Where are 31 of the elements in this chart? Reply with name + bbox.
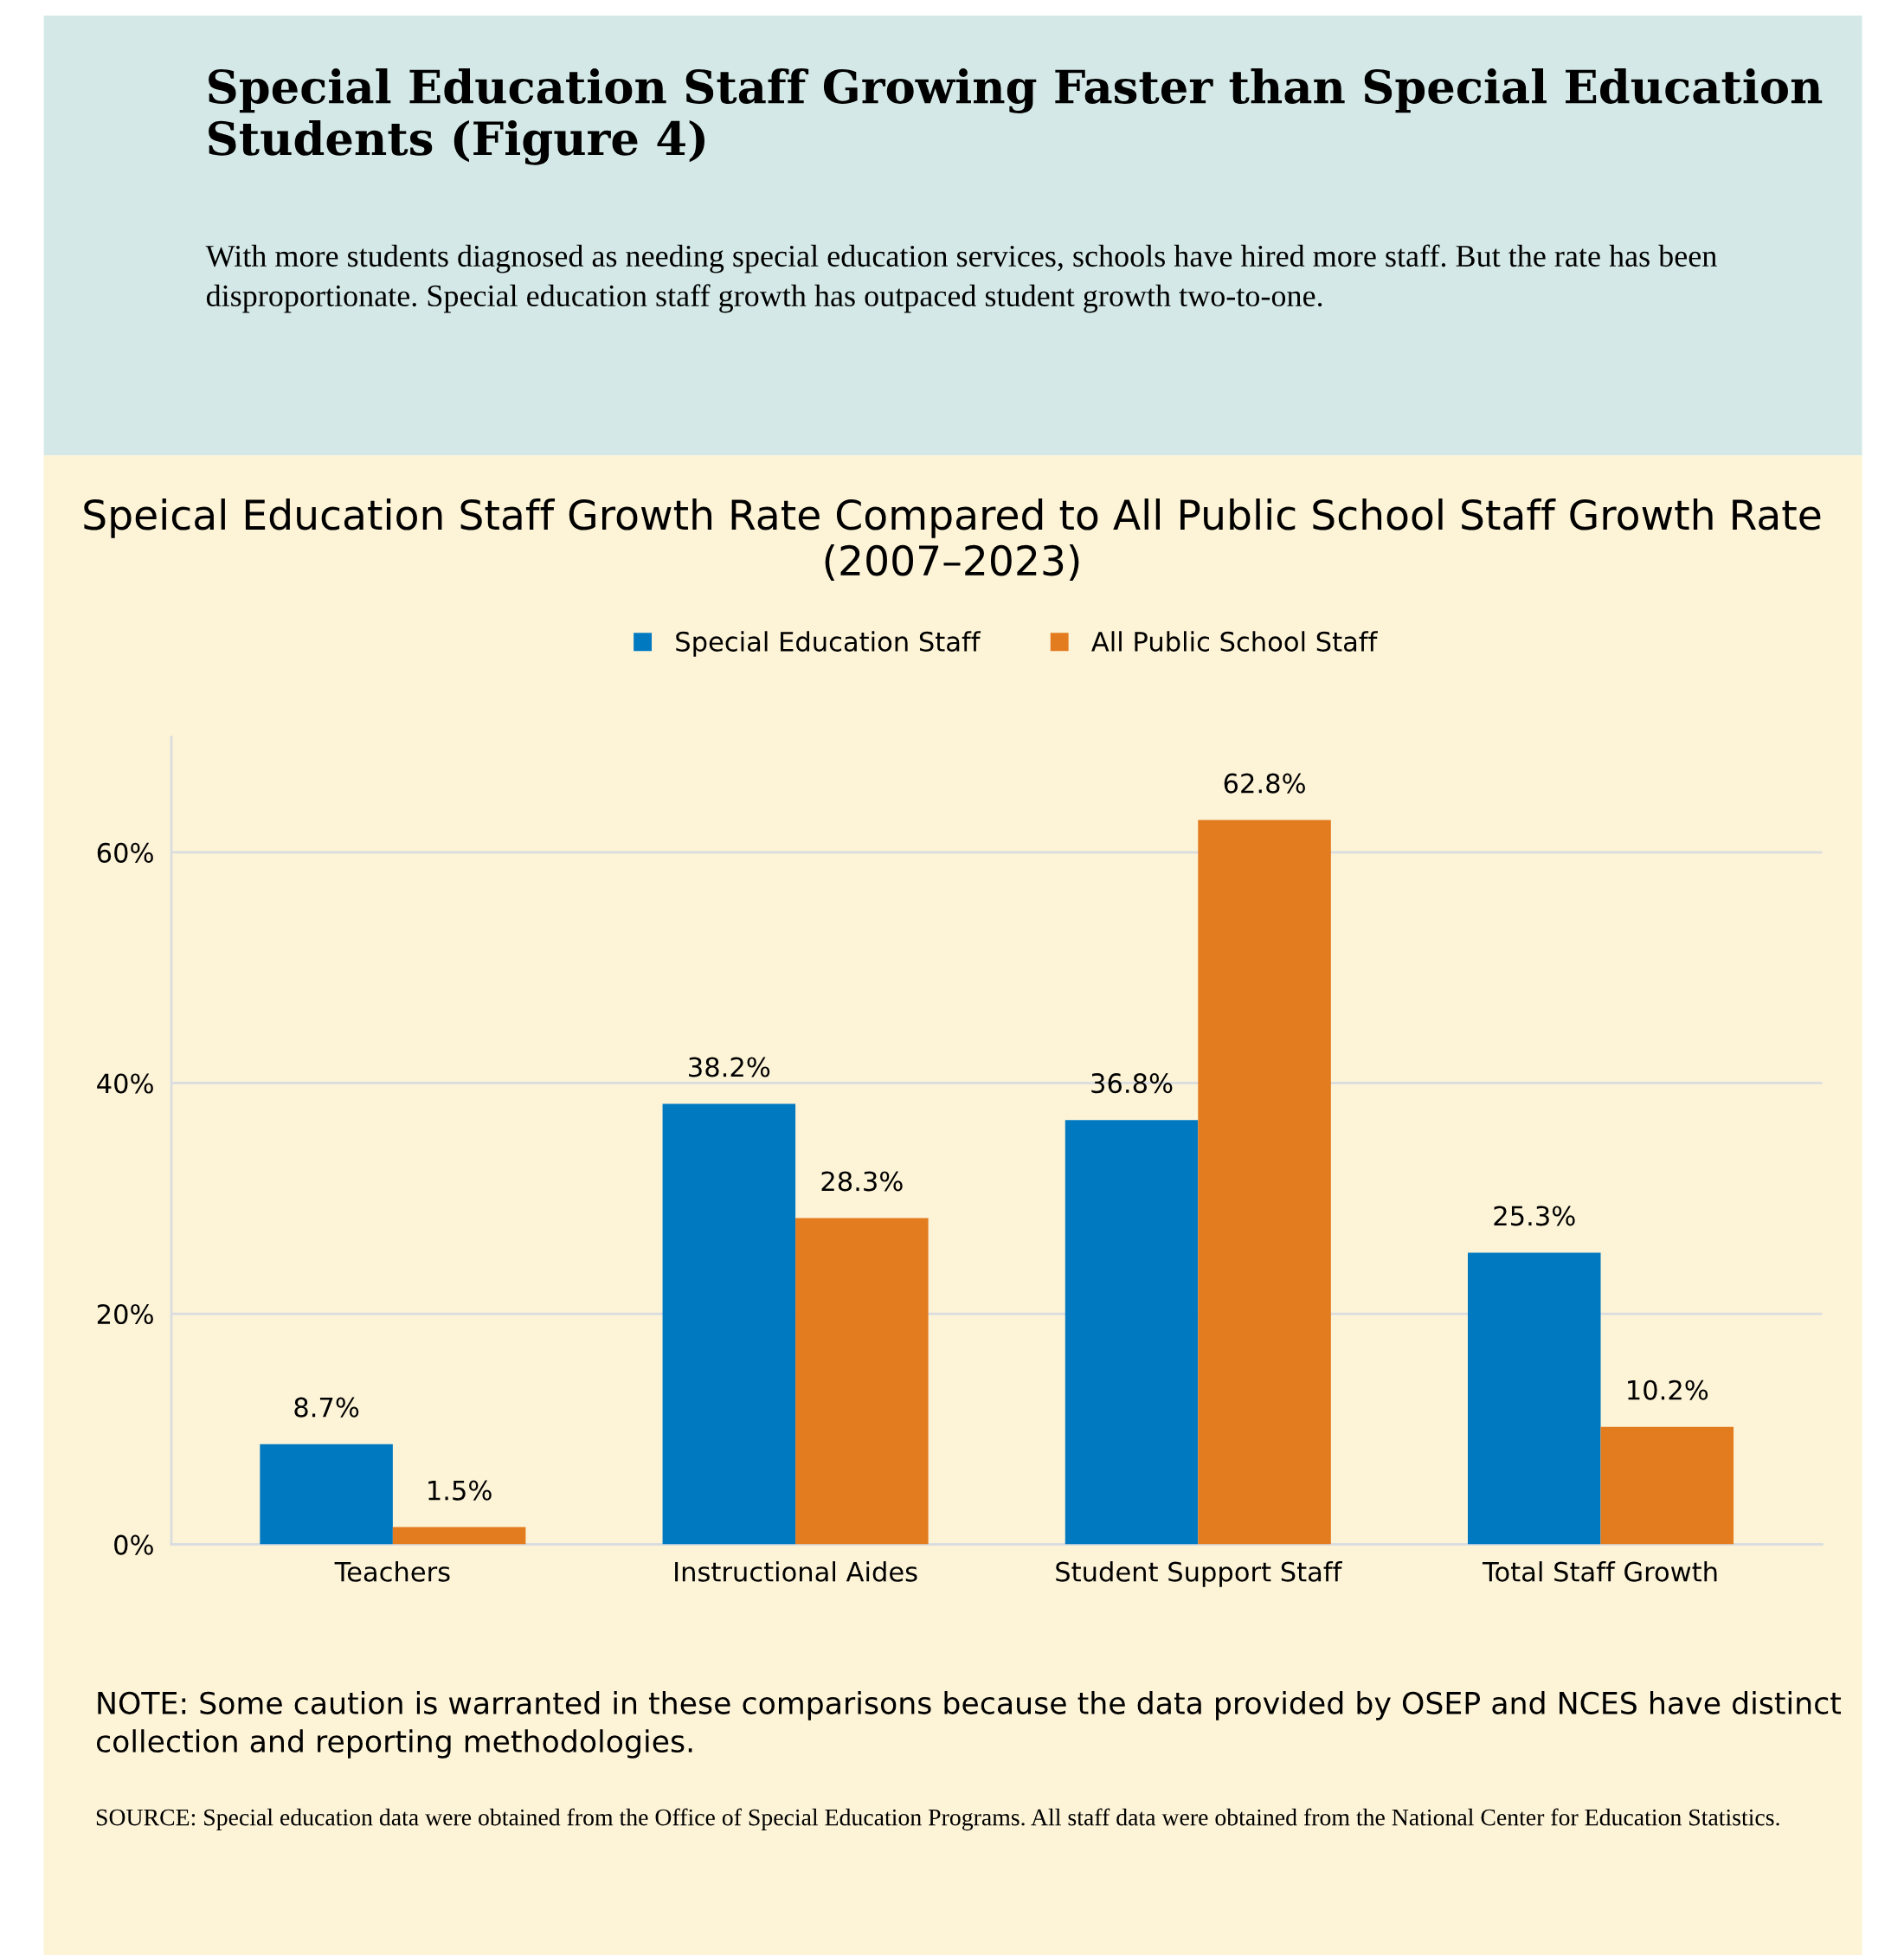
bar — [260, 1444, 393, 1545]
x-tick-label: Instructional Aides — [675, 1561, 917, 1582]
bar — [795, 1218, 929, 1545]
bar — [1600, 1426, 1734, 1545]
chart-subtitle: With more students diagnosed as needing special education services, schools have hired more staff. But the rate has been disproportionate. Special education staff growth has outpaced student growth two-to-one. — [205, 244, 1717, 313]
x-tick-label: Total Staff Growth — [1482, 1561, 1717, 1582]
data-label: 62.8% — [1224, 773, 1305, 794]
y-tick-label: 60% — [97, 842, 153, 863]
y-tick-label: 40% — [97, 1073, 153, 1094]
x-tick-label: Student Support Staff — [1056, 1561, 1342, 1587]
data-label: 25.3% — [1494, 1206, 1575, 1226]
y-tick-label: 0% — [114, 1534, 153, 1555]
legend-label: Special Education Staff — [676, 631, 981, 657]
x-tick-label: Teachers — [334, 1561, 450, 1582]
chart-title: Special Education Staff Growing Faster than Special Education Students (Figure 4) — [209, 68, 1823, 165]
bar — [392, 1527, 526, 1545]
source-note: SOURCE: Special education data were obtained from the Office of Special Education Programs. All staff data were obtained from the National Center for Education Statistics. — [96, 1808, 1779, 1831]
text: Speical Education Staff Growth Rate Compared to All Public School Staff Growth Rate (2007–2023) — [84, 498, 1821, 582]
text: NOTE: Some caution is warranted in these comparisons because the data provided by OSEP and NCES have distinct collection and reporting methodologies. — [96, 1691, 1842, 1759]
y-tick-label: 20% — [97, 1303, 153, 1325]
bar — [1065, 1120, 1199, 1545]
data-label: 38.2% — [689, 1057, 770, 1077]
data-label: 1.5% — [428, 1480, 492, 1501]
data-label: 28.3% — [821, 1171, 903, 1192]
data-label: 8.7% — [294, 1397, 359, 1418]
bar — [1468, 1252, 1601, 1545]
bar — [1198, 820, 1331, 1545]
legend-label: All Public School Staff — [1091, 631, 1378, 652]
bar — [662, 1103, 796, 1545]
data-label: 10.2% — [1628, 1379, 1708, 1400]
data-label: 36.8% — [1091, 1073, 1173, 1094]
